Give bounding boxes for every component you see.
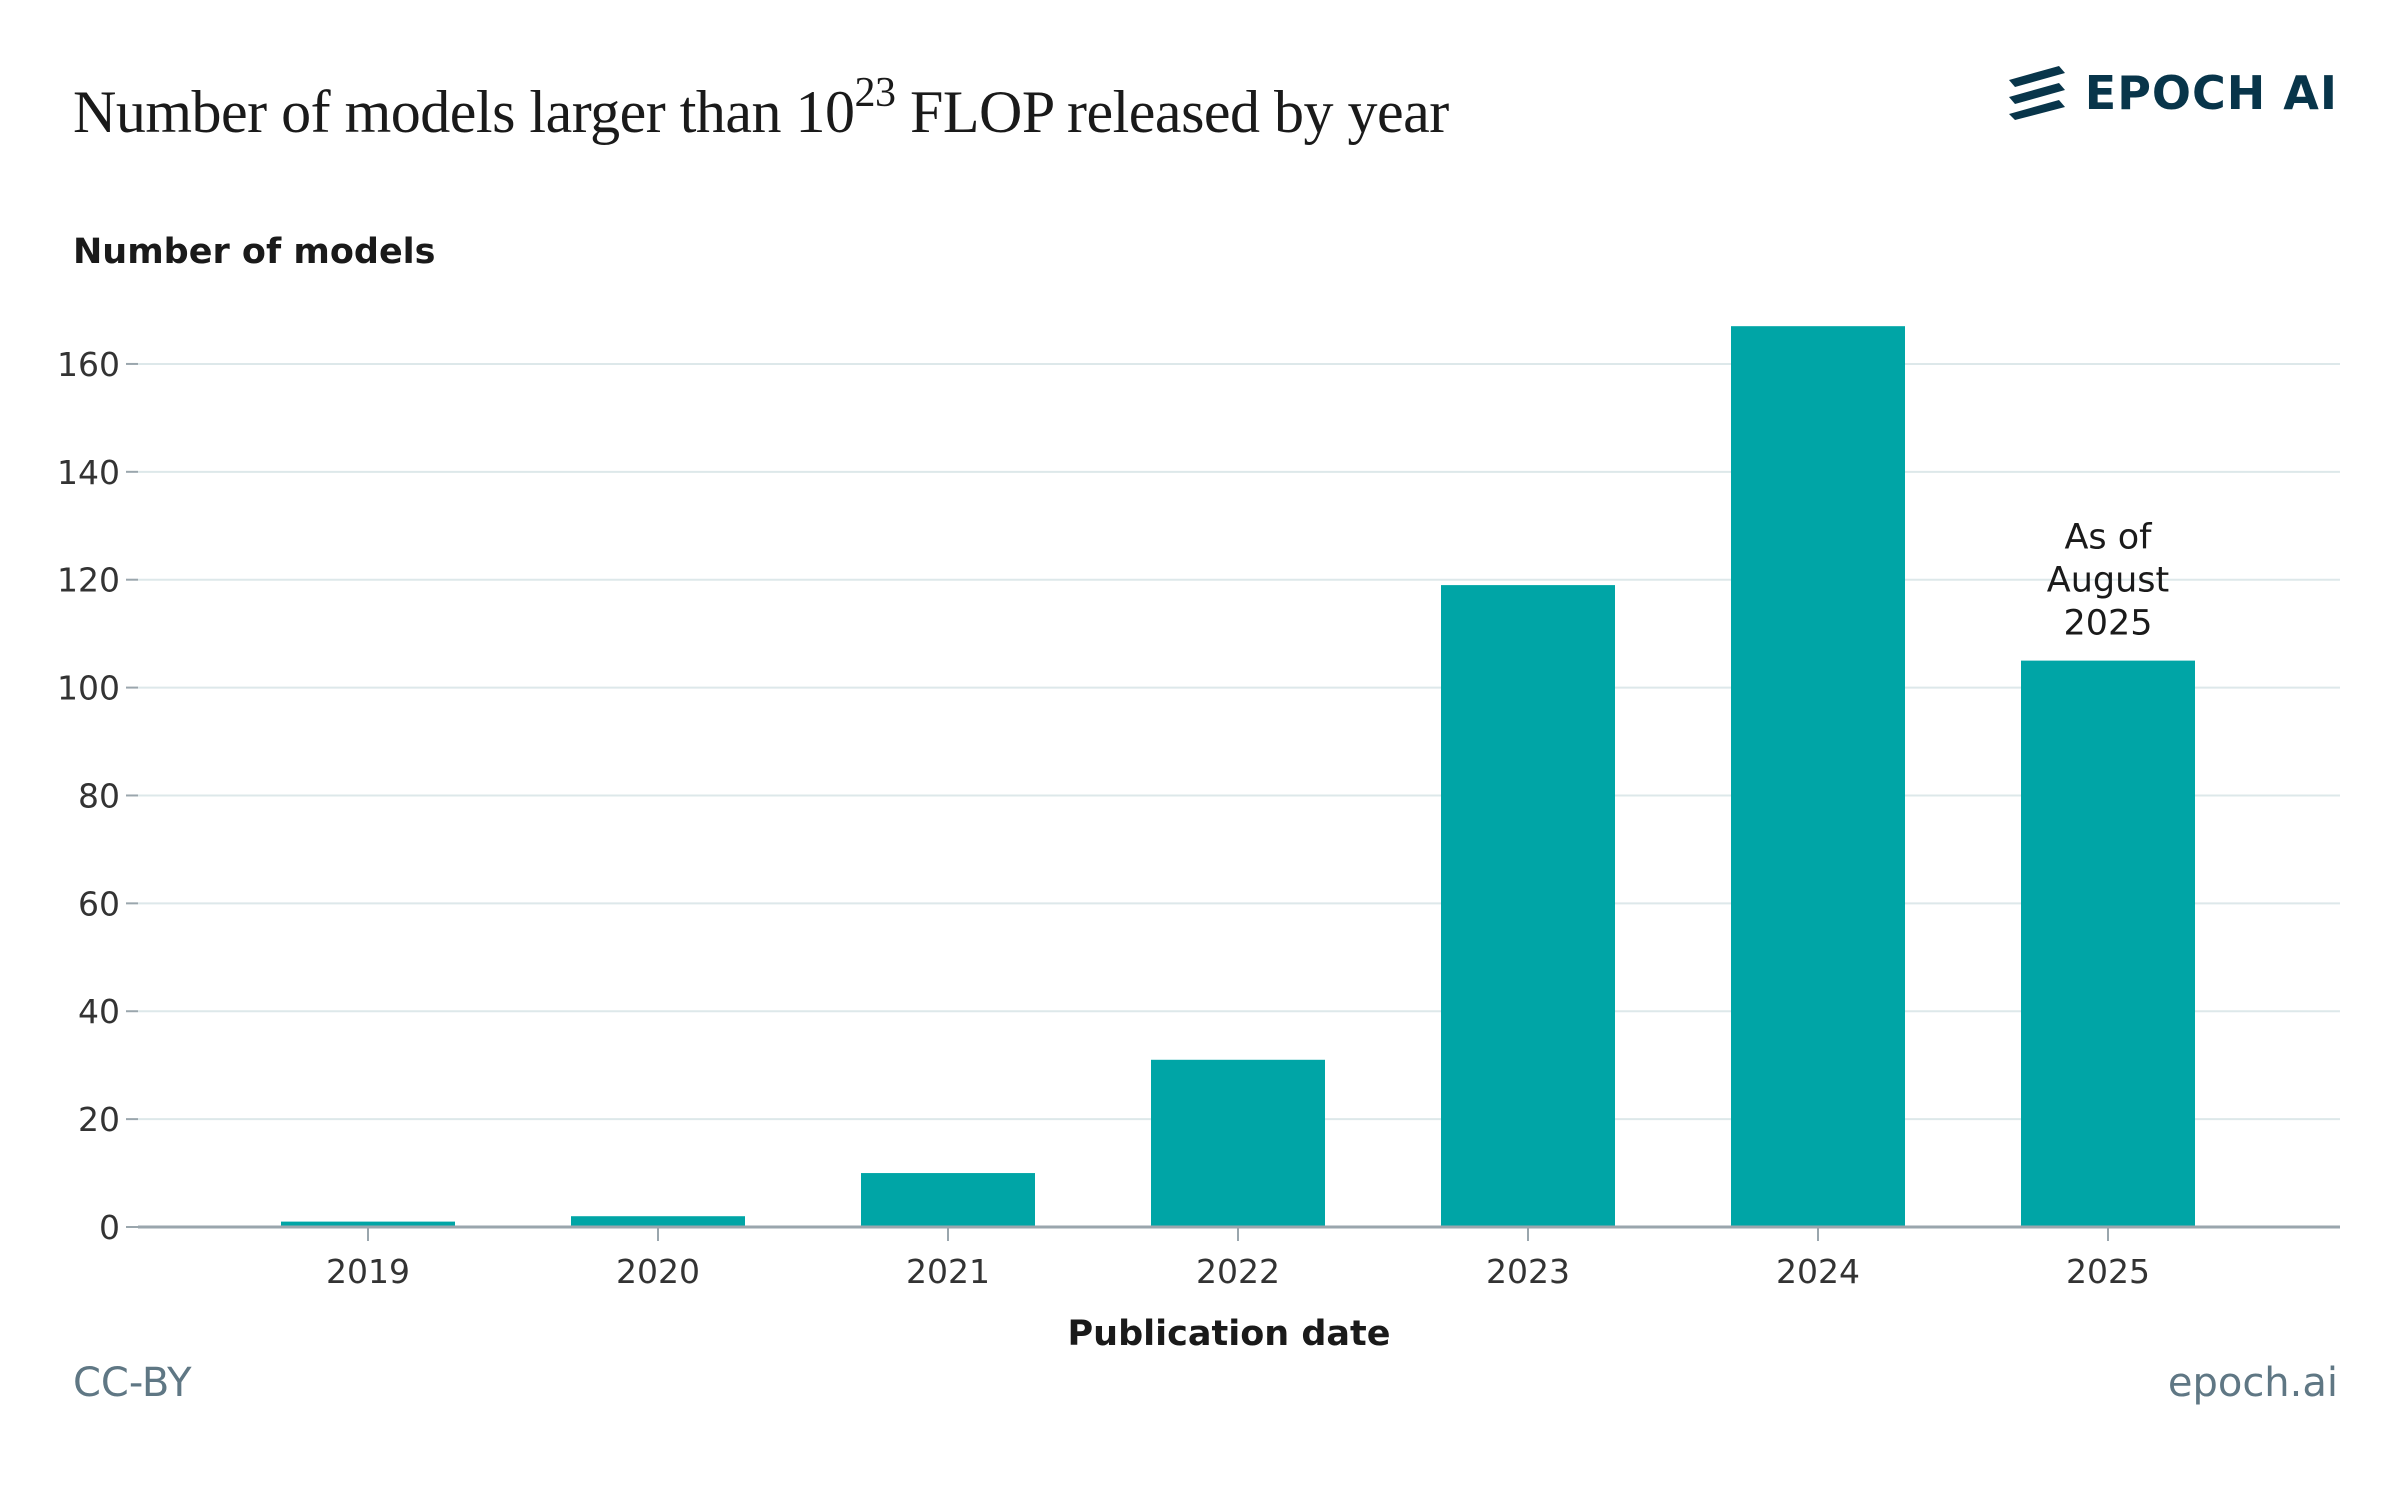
y-tick-label: 120 [57,561,120,600]
chart-title: Number of models larger than 1023 FLOP r… [73,70,1449,145]
bar-2025 [2021,660,2195,1227]
epoch-stripes-icon [2008,66,2065,120]
license-label: CC-BY [73,1360,192,1406]
x-tick-label: 2021 [906,1252,990,1291]
brand-name: EPOCH AI [2084,66,2338,120]
site-link[interactable]: epoch.ai [2167,1360,2338,1406]
y-tick-label: 60 [78,884,120,923]
x-tick-label: 2022 [1196,1252,1280,1291]
bar-2023 [1441,585,1615,1227]
x-axis-title: Publication date [1068,1314,1391,1354]
x-tick-label: 2023 [1486,1252,1570,1291]
title-exponent: 23 [854,70,897,116]
y-tick-label: 0 [99,1208,120,1247]
bar-2019 [281,1221,455,1227]
bar-2022 [1151,1059,1325,1227]
x-tick-label: 2019 [326,1252,410,1291]
y-tick-label: 40 [78,992,120,1031]
y-tick-label: 20 [78,1100,120,1139]
y-tick-label: 140 [57,453,120,492]
y-axis-title: Number of models [73,232,436,272]
bar-2024 [1731,326,1905,1227]
x-tick-label: 2020 [616,1252,700,1291]
bar-2021 [861,1173,1035,1227]
y-tick-label: 80 [78,776,120,815]
y-tick-label: 160 [57,345,120,384]
epoch-logo[interactable]: EPOCH AI [2008,66,2338,120]
annotation-line: August [2047,561,2169,601]
x-tick-label: 2024 [1776,1252,1860,1291]
annotation-line: 2025 [2063,604,2152,644]
x-tick-label: 2025 [2066,1252,2150,1291]
bar-2020 [571,1216,745,1227]
y-tick-label: 100 [57,669,120,708]
annotation-line: As of [2064,518,2152,558]
